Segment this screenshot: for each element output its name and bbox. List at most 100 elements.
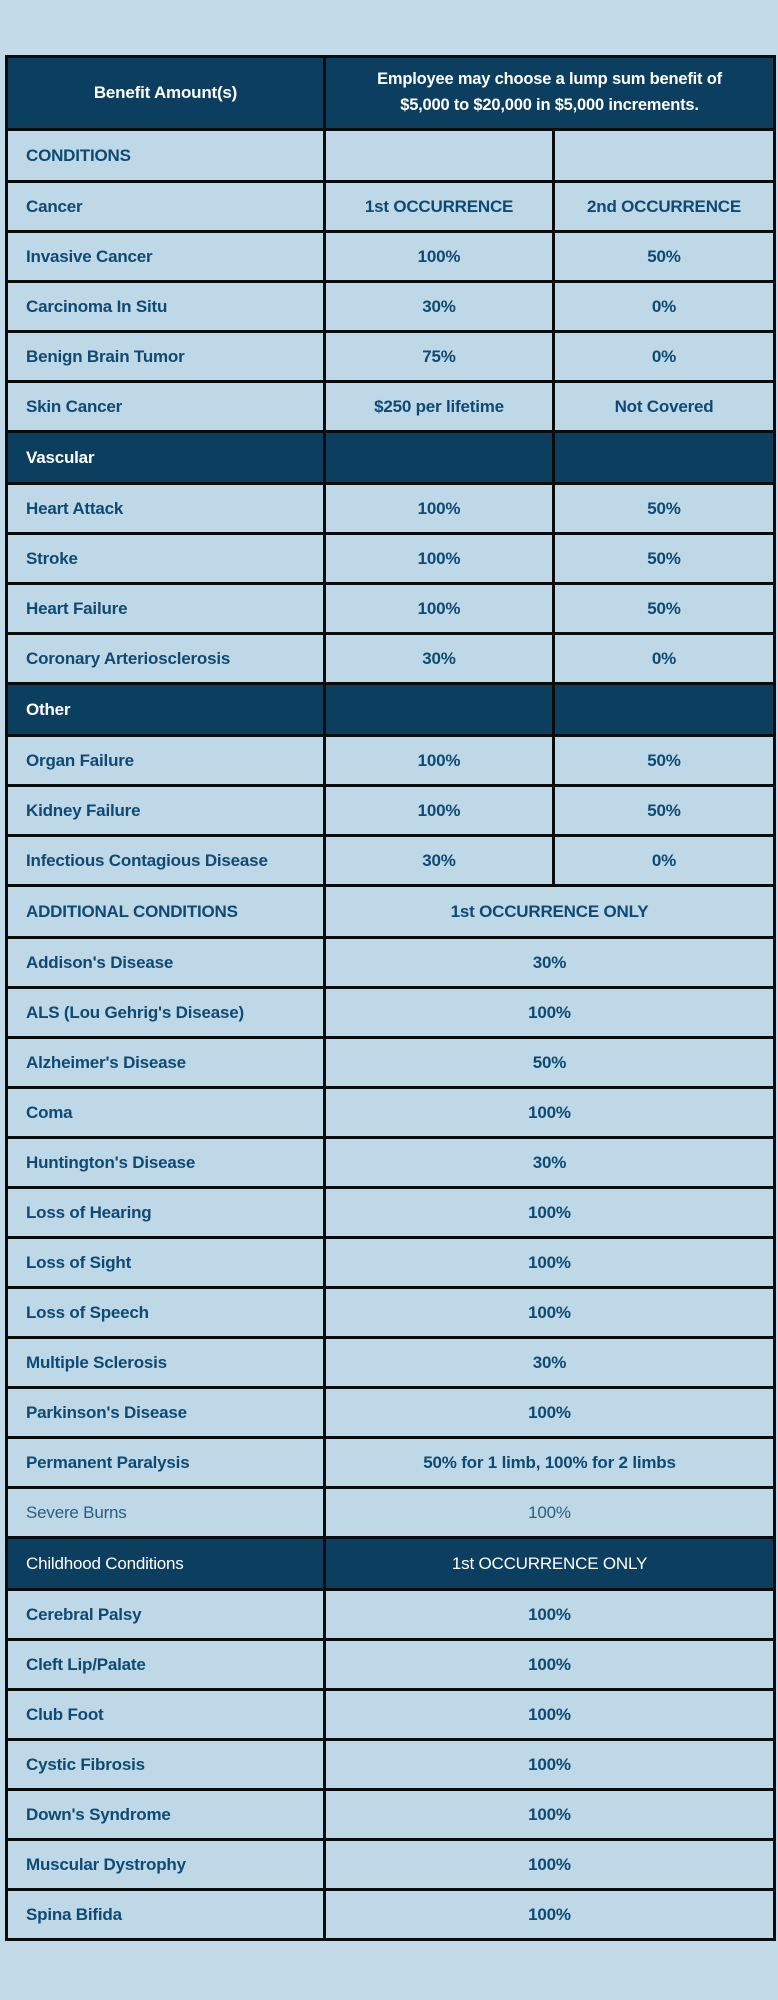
value-cell: 50% for 1 limb, 100% for 2 limbs (323, 1436, 776, 1489)
table-row: Cleft Lip/Palate 100% (5, 1638, 776, 1691)
condition-label-cell: Invasive Cancer (5, 230, 326, 283)
condition-label-cell: Addison's Disease (5, 936, 326, 989)
table-row: Huntington's Disease 30% (5, 1136, 776, 1189)
condition-label-cell: Down's Syndrome (5, 1788, 326, 1841)
value-cell: 100% (323, 1236, 776, 1289)
value-cell: 30% (323, 936, 776, 989)
table-row: Coma 100% (5, 1086, 776, 1139)
condition-label-cell: Cancer (5, 180, 326, 233)
section-label-other: Other (5, 682, 326, 737)
section-label-conditions: CONDITIONS (5, 128, 326, 183)
empty-cell (323, 128, 555, 183)
condition-label-cell: Spina Bifida (5, 1888, 326, 1941)
condition-label-cell: Cystic Fibrosis (5, 1738, 326, 1791)
table-row: Multiple Sclerosis 30% (5, 1336, 776, 1389)
condition-label-cell: Loss of Hearing (5, 1186, 326, 1239)
table-row: Alzheimer's Disease 50% (5, 1036, 776, 1089)
value-cell: 100% (323, 482, 555, 535)
value-cell: 50% (323, 1036, 776, 1089)
benefit-amounts-header-cell: Benefit Amount(s) (5, 55, 326, 131)
value-cell: 100% (323, 1086, 776, 1139)
table-row-cancer-header: Cancer 1st OCCURRENCE 2nd OCCURRENCE (5, 180, 776, 233)
condition-label-cell: Coronary Arteriosclerosis (5, 632, 326, 685)
table-row: Down's Syndrome 100% (5, 1788, 776, 1841)
value-cell: 100% (323, 1186, 776, 1239)
table-row: Loss of Sight 100% (5, 1236, 776, 1289)
value-cell: 50% (552, 784, 776, 837)
value-cell: 30% (323, 280, 555, 333)
occurrence-only-header-cell: 1st OCCURRENCE ONLY (323, 1536, 776, 1591)
condition-label-cell: Loss of Sight (5, 1236, 326, 1289)
table-row: Heart Failure 100% 50% (5, 582, 776, 635)
table-row-childhood-conditions-section: Childhood Conditions 1st OCCURRENCE ONLY (5, 1536, 776, 1591)
table-row: Infectious Contagious Disease 30% 0% (5, 834, 776, 887)
table-row: Benign Brain Tumor 75% 0% (5, 330, 776, 383)
benefits-table: Benefit Amount(s) Employee may choose a … (5, 55, 776, 1941)
empty-cell (323, 430, 555, 485)
value-cell: 100% (323, 734, 555, 787)
condition-label-cell: Permanent Paralysis (5, 1436, 326, 1489)
condition-label-cell: Severe Burns (5, 1486, 326, 1539)
value-cell: 0% (552, 834, 776, 887)
table-row-benefit-amounts: Benefit Amount(s) Employee may choose a … (5, 55, 776, 131)
value-cell: 100% (323, 1386, 776, 1439)
condition-label-cell: Stroke (5, 532, 326, 585)
table-row-additional-conditions-header: ADDITIONAL CONDITIONS 1st OCCURRENCE ONL… (5, 884, 776, 939)
table-row: Coronary Arteriosclerosis 30% 0% (5, 632, 776, 685)
value-cell: 0% (552, 330, 776, 383)
occurrence-only-header-cell: 1st OCCURRENCE ONLY (323, 884, 776, 939)
value-cell: Not Covered (552, 380, 776, 433)
value-cell: 100% (323, 784, 555, 837)
condition-label-cell: Multiple Sclerosis (5, 1336, 326, 1389)
table-row: Spina Bifida 100% (5, 1888, 776, 1941)
value-cell: 100% (323, 1888, 776, 1941)
condition-label-cell: Huntington's Disease (5, 1136, 326, 1189)
value-cell: 100% (323, 1838, 776, 1891)
value-cell: 100% (323, 230, 555, 283)
value-cell: 30% (323, 1136, 776, 1189)
occurrence-1st-header-cell: 1st OCCURRENCE (323, 180, 555, 233)
condition-label-cell: ALS (Lou Gehrig's Disease) (5, 986, 326, 1039)
table-row: Loss of Speech 100% (5, 1286, 776, 1339)
table-row: Organ Failure 100% 50% (5, 734, 776, 787)
condition-label-cell: Alzheimer's Disease (5, 1036, 326, 1089)
value-cell: 100% (323, 1638, 776, 1691)
value-cell: 30% (323, 632, 555, 685)
value-cell: 0% (552, 280, 776, 333)
table-row: Cerebral Palsy 100% (5, 1588, 776, 1641)
empty-cell (552, 430, 776, 485)
value-cell: $250 per lifetime (323, 380, 555, 433)
value-cell: 100% (323, 1486, 776, 1539)
table-row: Addison's Disease 30% (5, 936, 776, 989)
table-row: ALS (Lou Gehrig's Disease) 100% (5, 986, 776, 1039)
benefit-amounts-description-cell: Employee may choose a lump sum benefit o… (323, 55, 776, 131)
value-cell: 30% (323, 1336, 776, 1389)
table-row: Stroke 100% 50% (5, 532, 776, 585)
section-label-childhood-conditions: Childhood Conditions (5, 1536, 326, 1591)
section-label-vascular: Vascular (5, 430, 326, 485)
condition-label-cell: Coma (5, 1086, 326, 1139)
value-cell: 100% (323, 532, 555, 585)
value-cell: 50% (552, 532, 776, 585)
value-cell: 100% (323, 1588, 776, 1641)
value-cell: 100% (323, 1286, 776, 1339)
table-row: Carcinoma In Situ 30% 0% (5, 280, 776, 333)
empty-cell (552, 682, 776, 737)
table-row: Invasive Cancer 100% 50% (5, 230, 776, 283)
condition-label-cell: Kidney Failure (5, 784, 326, 837)
table-row-conditions-section: CONDITIONS (5, 128, 776, 183)
value-cell: 50% (552, 230, 776, 283)
occurrence-2nd-header-cell: 2nd OCCURRENCE (552, 180, 776, 233)
condition-label-cell: Infectious Contagious Disease (5, 834, 326, 887)
value-cell: 100% (323, 1688, 776, 1741)
table-row: Kidney Failure 100% 50% (5, 784, 776, 837)
value-cell: 100% (323, 582, 555, 635)
table-row: Parkinson's Disease 100% (5, 1386, 776, 1439)
condition-label-cell: Organ Failure (5, 734, 326, 787)
empty-cell (323, 682, 555, 737)
condition-label-cell: Parkinson's Disease (5, 1386, 326, 1439)
table-row-severe-burns: Severe Burns 100% (5, 1486, 776, 1539)
section-label-additional-conditions: ADDITIONAL CONDITIONS (5, 884, 326, 939)
condition-label-cell: Skin Cancer (5, 380, 326, 433)
condition-label-cell: Loss of Speech (5, 1286, 326, 1339)
